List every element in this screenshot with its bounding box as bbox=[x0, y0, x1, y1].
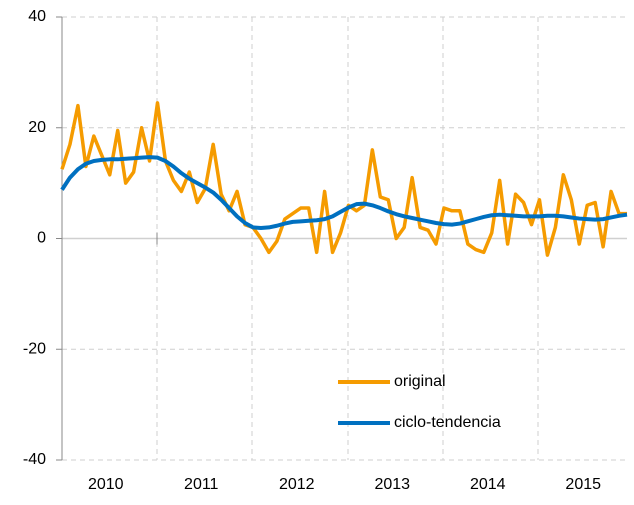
legend-label: ciclo-tendencia bbox=[394, 414, 501, 431]
x-tick-label: 2010 bbox=[88, 476, 124, 493]
legend-label: original bbox=[394, 373, 446, 390]
x-tick-label: 2014 bbox=[470, 476, 506, 493]
x-tick-label: 2012 bbox=[279, 476, 315, 493]
x-tick-label: 2015 bbox=[565, 476, 601, 493]
y-tick-label: 0 bbox=[37, 230, 46, 247]
x-tick-label: 2013 bbox=[374, 476, 410, 493]
y-tick-label: 20 bbox=[28, 119, 46, 136]
x-tick-label: 2011 bbox=[184, 476, 219, 493]
year-grid bbox=[156, 17, 539, 460]
line-series bbox=[60, 101, 627, 257]
line-series bbox=[60, 155, 628, 230]
y-tick-label: -40 bbox=[23, 451, 46, 468]
y-tick-label: -20 bbox=[23, 340, 46, 357]
y-tick-label: 40 bbox=[28, 8, 46, 25]
